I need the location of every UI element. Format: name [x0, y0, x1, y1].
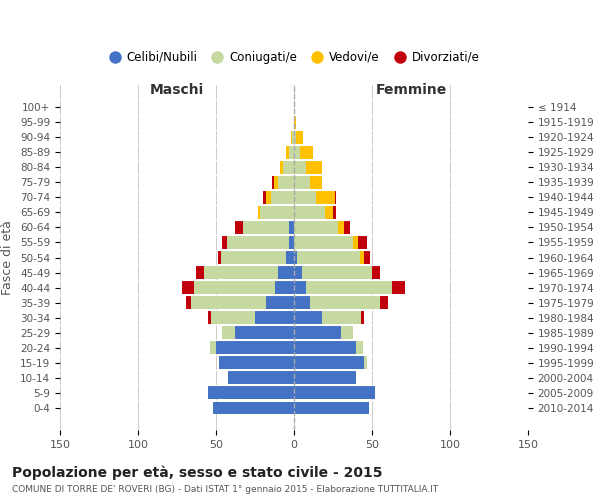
Bar: [361, 312, 364, 324]
Bar: [335, 191, 336, 203]
Bar: [289, 221, 294, 234]
Bar: [280, 161, 283, 173]
Bar: [222, 236, 227, 249]
Bar: [294, 131, 296, 143]
Bar: [235, 221, 242, 234]
Bar: [358, 236, 367, 249]
Bar: [271, 191, 294, 203]
Bar: [218, 251, 221, 264]
Bar: [294, 176, 310, 188]
Bar: [356, 342, 362, 354]
Bar: [263, 191, 266, 203]
Bar: [364, 251, 370, 264]
Bar: [289, 146, 294, 158]
Text: COMUNE DI TORRE DE' ROVERI (BG) - Dati ISTAT 1° gennaio 2015 - Elaborazione TUTT: COMUNE DI TORRE DE' ROVERI (BG) - Dati I…: [12, 485, 438, 494]
Bar: [203, 266, 278, 279]
Bar: [294, 266, 302, 279]
Bar: [266, 191, 271, 203]
Bar: [307, 161, 322, 173]
Bar: [210, 342, 216, 354]
Bar: [294, 116, 296, 128]
Bar: [229, 372, 294, 384]
Bar: [242, 221, 289, 234]
Bar: [294, 296, 310, 309]
Bar: [344, 221, 350, 234]
Bar: [255, 312, 294, 324]
Bar: [211, 312, 255, 324]
Bar: [353, 236, 358, 249]
Bar: [191, 296, 266, 309]
Bar: [294, 312, 322, 324]
Bar: [227, 236, 289, 249]
Bar: [294, 191, 316, 203]
Bar: [294, 402, 369, 414]
Bar: [316, 191, 335, 203]
Bar: [272, 176, 274, 188]
Bar: [216, 342, 294, 354]
Bar: [292, 131, 294, 143]
Bar: [294, 161, 307, 173]
Bar: [296, 131, 304, 143]
Bar: [294, 356, 364, 369]
Bar: [275, 281, 294, 294]
Bar: [278, 176, 294, 188]
Text: Maschi: Maschi: [150, 82, 204, 96]
Bar: [310, 176, 322, 188]
Bar: [294, 146, 300, 158]
Bar: [208, 386, 294, 400]
Bar: [302, 266, 372, 279]
Y-axis label: Anni di nascita: Anni di nascita: [598, 211, 600, 304]
Bar: [289, 236, 294, 249]
Bar: [294, 372, 356, 384]
Bar: [297, 251, 359, 264]
Bar: [333, 206, 336, 219]
Bar: [283, 161, 294, 173]
Bar: [222, 326, 235, 339]
Bar: [380, 296, 388, 309]
Bar: [294, 251, 297, 264]
Bar: [359, 251, 364, 264]
Text: Popolazione per età, sesso e stato civile - 2015: Popolazione per età, sesso e stato civil…: [12, 465, 383, 479]
Bar: [294, 281, 307, 294]
Bar: [294, 206, 325, 219]
Bar: [310, 296, 380, 309]
Bar: [258, 206, 260, 219]
Bar: [278, 266, 294, 279]
Bar: [307, 281, 392, 294]
Bar: [341, 326, 353, 339]
Legend: Celibi/Nubili, Coniugati/e, Vedovi/e, Divorziati/e: Celibi/Nubili, Coniugati/e, Vedovi/e, Di…: [104, 46, 484, 68]
Bar: [196, 266, 203, 279]
Bar: [338, 221, 344, 234]
Bar: [372, 266, 380, 279]
Bar: [392, 281, 405, 294]
Bar: [294, 326, 341, 339]
Bar: [194, 281, 275, 294]
Bar: [187, 296, 191, 309]
Bar: [294, 342, 356, 354]
Bar: [364, 356, 367, 369]
Bar: [221, 251, 286, 264]
Bar: [286, 251, 294, 264]
Bar: [325, 206, 333, 219]
Bar: [294, 386, 375, 400]
Bar: [300, 146, 313, 158]
Bar: [291, 131, 292, 143]
Bar: [294, 236, 353, 249]
Bar: [266, 296, 294, 309]
Bar: [286, 146, 289, 158]
Bar: [213, 402, 294, 414]
Bar: [260, 206, 294, 219]
Bar: [208, 312, 211, 324]
Bar: [219, 356, 294, 369]
Text: Femmine: Femmine: [376, 82, 446, 96]
Y-axis label: Fasce di età: Fasce di età: [1, 220, 14, 295]
Bar: [235, 326, 294, 339]
Bar: [322, 312, 361, 324]
Bar: [294, 221, 338, 234]
Bar: [182, 281, 194, 294]
Bar: [274, 176, 278, 188]
